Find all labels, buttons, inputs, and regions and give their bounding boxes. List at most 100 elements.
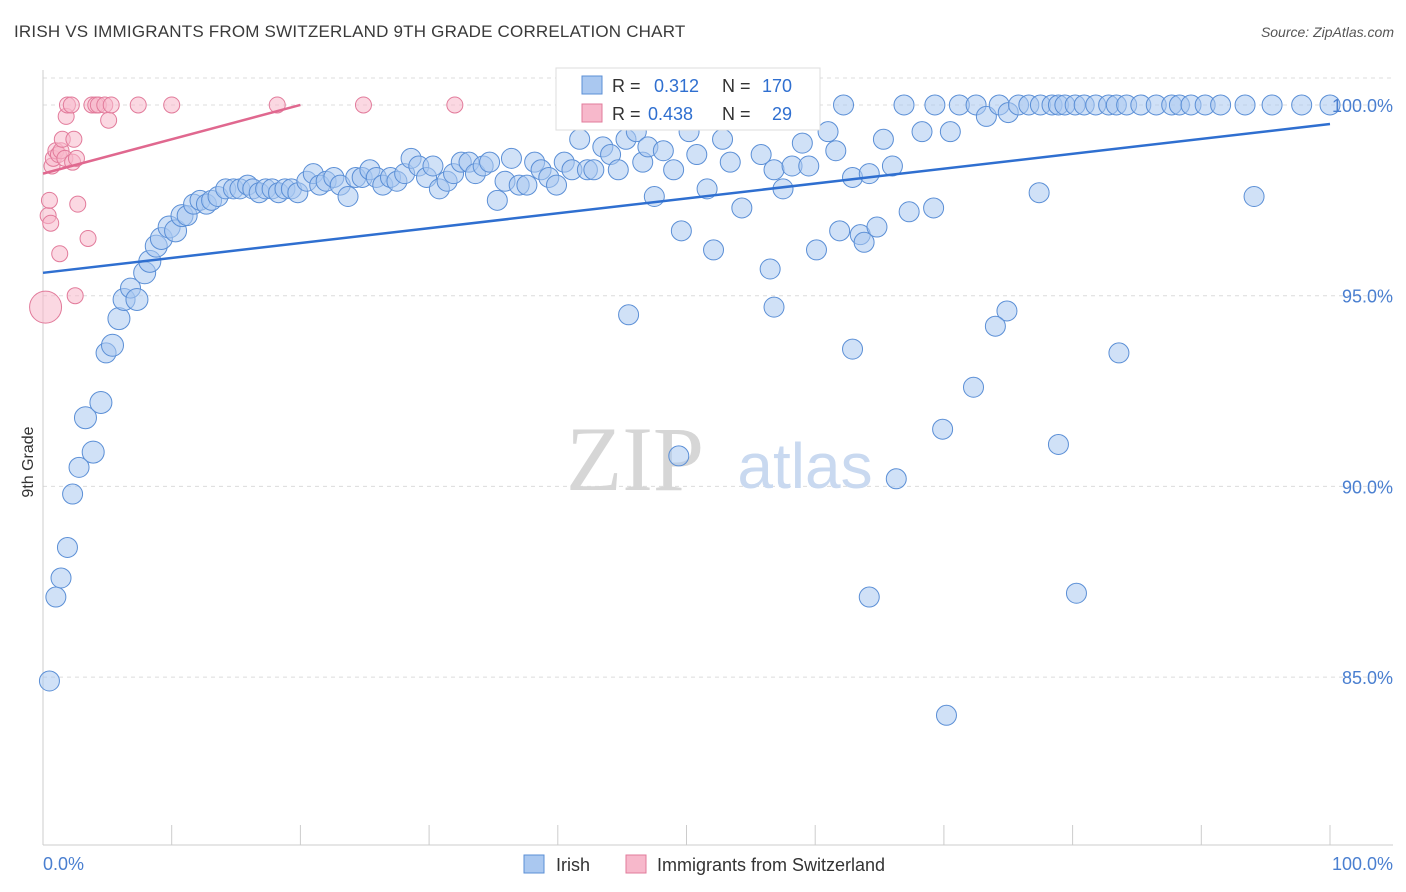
irish-point	[805, 239, 827, 261]
irish-point	[763, 296, 785, 318]
irish-point	[125, 288, 149, 312]
irish-point	[1108, 342, 1130, 364]
irish-point	[686, 144, 708, 166]
irish-point	[932, 418, 954, 440]
irish-point	[546, 174, 568, 196]
irish-point	[858, 586, 880, 608]
stats-legend: R = 0.312 N = 170 R = 0.438 N = 29	[555, 67, 821, 131]
swiss-point	[66, 287, 84, 305]
bottom-legend-label-irish: Irish	[556, 855, 590, 875]
y-tick-label: 90.0%	[1342, 477, 1393, 497]
legend-swatch-swiss	[581, 103, 603, 123]
irish-point	[1319, 94, 1341, 116]
irish-point	[858, 163, 880, 185]
swiss-point	[79, 229, 97, 247]
legend-r-label-swiss: R =	[612, 104, 641, 124]
irish-point	[81, 440, 105, 464]
irish-point	[939, 121, 961, 143]
irish-point	[996, 300, 1018, 322]
legend-swatch-irish	[581, 75, 603, 95]
irish-point	[763, 159, 785, 181]
irish-point	[842, 338, 864, 360]
irish-point	[1243, 186, 1265, 208]
irish-point	[583, 159, 605, 181]
swiss-point	[29, 290, 63, 324]
irish-point	[652, 140, 674, 162]
legend-n-value-irish: 170	[762, 76, 792, 96]
irish-point	[703, 239, 725, 261]
swiss-point	[100, 111, 118, 129]
swiss-point	[51, 245, 69, 263]
swiss-point	[354, 96, 372, 114]
y-axis-label: 9th Grade	[20, 426, 37, 497]
irish-point	[50, 567, 72, 589]
irish-point	[62, 483, 84, 505]
irish-point	[759, 258, 781, 280]
irish-point	[618, 304, 640, 326]
irish-point	[1261, 94, 1283, 116]
irish-point	[38, 670, 60, 692]
irish-point	[1234, 94, 1256, 116]
irish-point	[750, 144, 772, 166]
irish-point	[817, 121, 839, 143]
irish-point	[696, 178, 718, 200]
y-tick-label: 85.0%	[1342, 668, 1393, 688]
irish-point	[984, 315, 1006, 337]
legend-n-label-irish: N =	[722, 76, 751, 96]
irish-point	[607, 159, 629, 181]
irish-point	[791, 132, 813, 154]
irish-point	[1291, 94, 1313, 116]
irish-point	[89, 391, 113, 415]
irish-point	[924, 94, 946, 116]
irish-point	[45, 586, 67, 608]
irish-point	[935, 704, 957, 726]
irish-point	[56, 536, 78, 558]
irish-points	[38, 94, 1341, 726]
irish-point	[516, 174, 538, 196]
bottom-legend: Irish Immigrants from Switzerland	[523, 854, 885, 875]
irish-point	[798, 155, 820, 177]
irish-point	[712, 128, 734, 150]
irish-point	[668, 445, 690, 467]
irish-point	[337, 186, 359, 208]
irish-point	[833, 94, 855, 116]
irish-point	[731, 197, 753, 219]
irish-point	[663, 159, 685, 181]
swiss-point	[163, 96, 181, 114]
irish-point	[1210, 94, 1232, 116]
irish-point	[73, 406, 97, 430]
irish-point	[825, 140, 847, 162]
legend-r-label-irish: R =	[612, 76, 641, 96]
irish-point	[486, 189, 508, 211]
watermark-atlas: atlas	[737, 430, 872, 502]
legend-n-value-swiss: 29	[772, 104, 792, 124]
bottom-legend-label-swiss: Immigrants from Switzerland	[657, 855, 885, 875]
y-tick-label: 95.0%	[1342, 287, 1393, 307]
irish-point	[829, 220, 851, 242]
legend-r-value-swiss: 0.438	[648, 104, 693, 124]
swiss-points	[29, 96, 464, 324]
chart-title: IRISH VS IMMIGRANTS FROM SWITZERLAND 9TH…	[14, 22, 686, 41]
irish-point	[872, 128, 894, 150]
x-tick-left: 0.0%	[43, 854, 84, 874]
irish-point	[853, 231, 875, 253]
irish-point	[500, 147, 522, 169]
y-tick-label: 100.0%	[1332, 96, 1393, 116]
bottom-legend-swatch-swiss	[625, 854, 647, 874]
irish-point	[569, 128, 591, 150]
irish-point	[422, 155, 444, 177]
legend-r-value-irish: 0.312	[654, 76, 699, 96]
grid-lines	[43, 77, 1393, 678]
swiss-point	[62, 96, 80, 114]
chart-source: Source: ZipAtlas.com	[1260, 24, 1394, 40]
bottom-legend-swatch-irish	[523, 854, 545, 874]
trend-lines	[42, 103, 1331, 275]
swiss-point	[446, 96, 464, 114]
y-tick-labels: 100.0% 95.0% 90.0% 85.0%	[1332, 96, 1393, 688]
irish-point	[923, 197, 945, 219]
irish-point	[881, 155, 903, 177]
swiss-trend-line	[42, 103, 301, 175]
irish-trend-line	[42, 122, 1331, 275]
irish-point	[1047, 433, 1069, 455]
